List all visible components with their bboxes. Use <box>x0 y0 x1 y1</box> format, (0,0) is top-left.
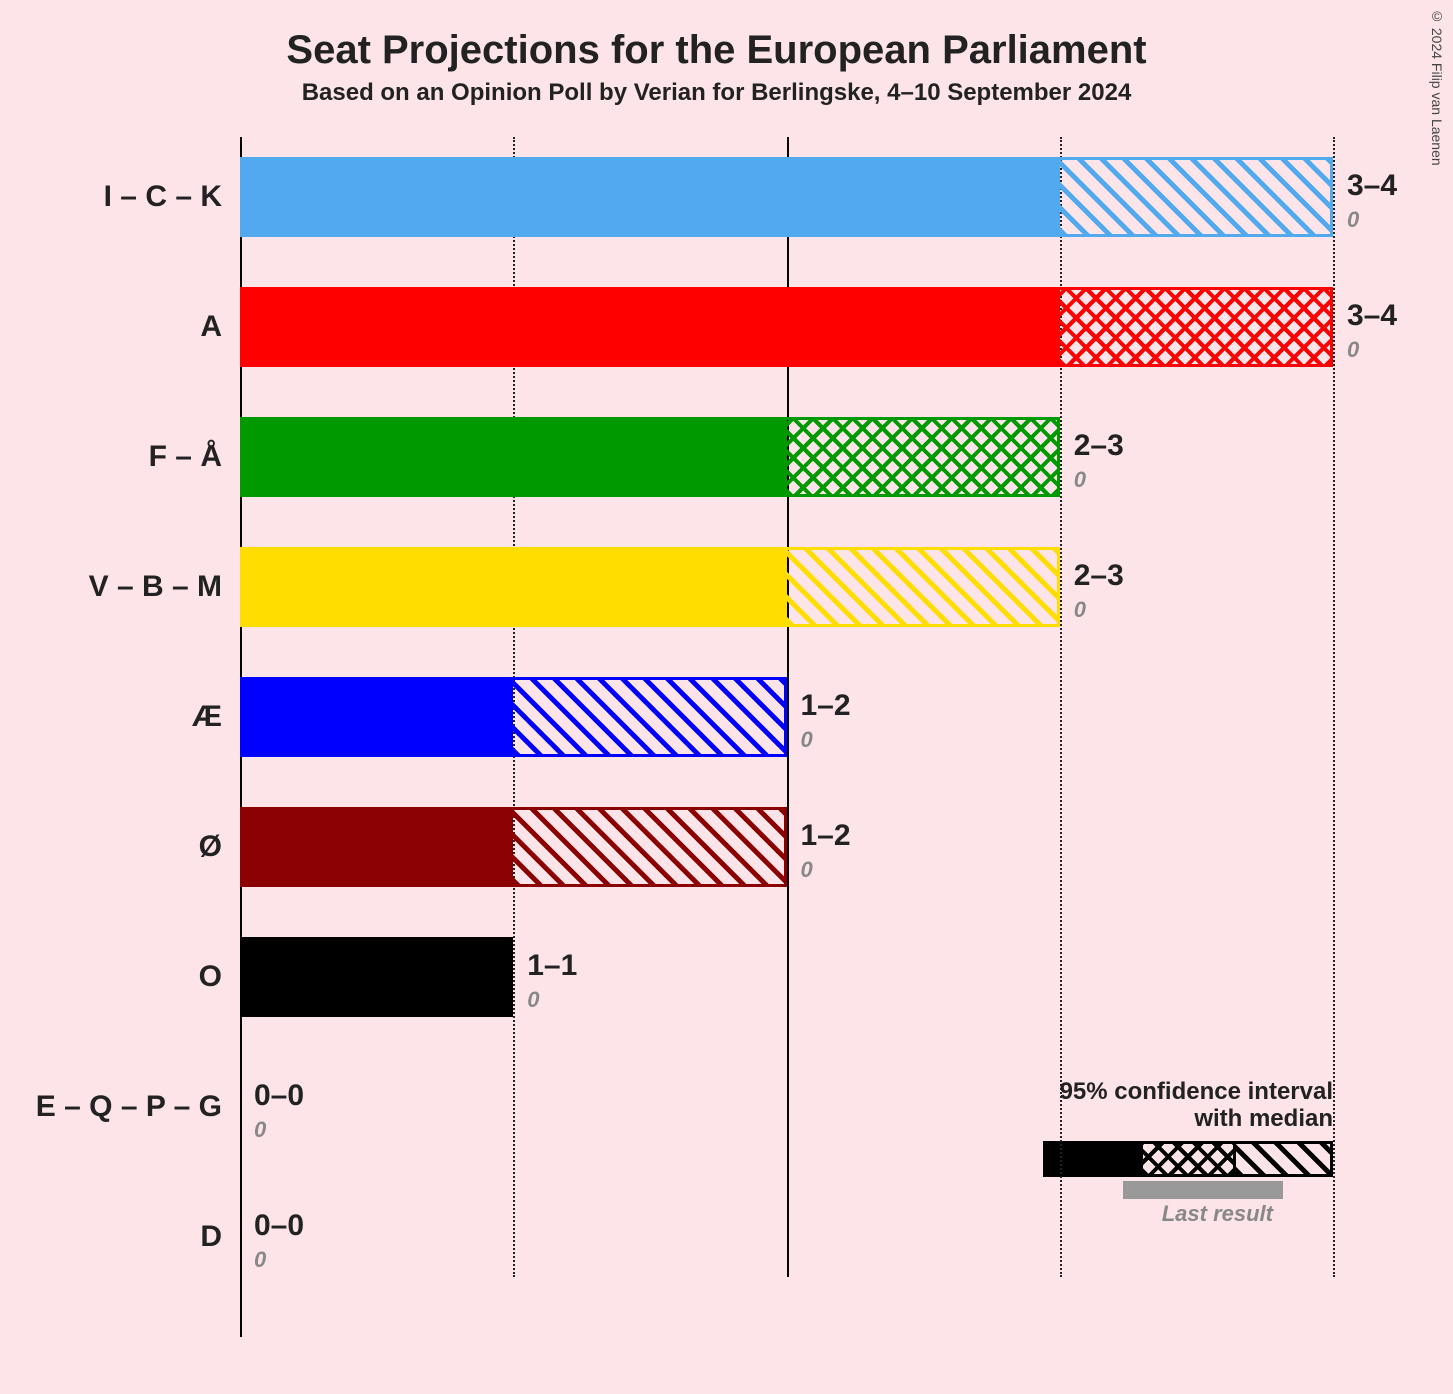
bar-container: 3–40 <box>240 287 1333 367</box>
bar-solid <box>240 287 1060 367</box>
value-label: 3–4 <box>1347 169 1397 203</box>
value-label: 0–0 <box>254 1209 304 1243</box>
previous-result-label: 0 <box>254 1117 266 1143</box>
bar-container: 2–30 <box>240 417 1333 497</box>
bar-container: 0–00 <box>240 1067 1333 1147</box>
bar-solid <box>240 157 1060 237</box>
category-label: E – Q – P – G <box>36 1090 240 1124</box>
bar-solid <box>240 417 787 497</box>
bar-interval <box>1060 287 1333 367</box>
category-label: D <box>200 1220 240 1254</box>
bar-container: 1–10 <box>240 937 1333 1017</box>
previous-result-label: 0 <box>254 1247 266 1273</box>
bar-solid <box>240 677 513 757</box>
value-label: 0–0 <box>254 1079 304 1113</box>
category-label: Æ <box>192 700 240 734</box>
bar-interval <box>787 417 1060 497</box>
bar-interval <box>513 677 786 757</box>
plot-area: 95% confidence interval with median Last… <box>240 137 1333 1337</box>
gridline <box>1333 137 1335 1277</box>
bar-row: F – Å2–30 <box>240 417 1333 497</box>
bar-container: 2–30 <box>240 547 1333 627</box>
bar-container: 0–00 <box>240 1197 1333 1277</box>
value-label: 2–3 <box>1074 559 1124 593</box>
category-label: V – B – M <box>89 570 240 604</box>
bar-row: E – Q – P – G0–00 <box>240 1067 1333 1147</box>
previous-result-label: 0 <box>1074 467 1086 493</box>
chart-subtitle: Based on an Opinion Poll by Verian for B… <box>40 79 1393 107</box>
bar-container: 1–20 <box>240 807 1333 887</box>
bar-solid <box>240 547 787 627</box>
bar-interval <box>787 547 1060 627</box>
previous-result-label: 0 <box>1347 207 1359 233</box>
value-label: 3–4 <box>1347 299 1397 333</box>
category-label: O <box>199 960 240 994</box>
previous-result-label: 0 <box>1347 337 1359 363</box>
category-label: I – C – K <box>104 180 240 214</box>
bar-row: V – B – M2–30 <box>240 547 1333 627</box>
bar-container: 1–20 <box>240 677 1333 757</box>
bar-interval <box>513 807 786 887</box>
previous-result-label: 0 <box>801 857 813 883</box>
value-label: 1–2 <box>801 819 851 853</box>
chart-title: Seat Projections for the European Parlia… <box>40 28 1393 73</box>
value-label: 1–1 <box>527 949 577 983</box>
category-label: F – Å <box>149 440 240 474</box>
bar-solid <box>240 807 513 887</box>
bar-row: O1–10 <box>240 937 1333 1017</box>
value-label: 1–2 <box>801 689 851 723</box>
bar-row: Ø1–20 <box>240 807 1333 887</box>
category-label: Ø <box>199 830 240 864</box>
category-label: A <box>200 310 240 344</box>
bar-row: I – C – K3–40 <box>240 157 1333 237</box>
bar-solid <box>240 937 513 1017</box>
bar-row: Æ1–20 <box>240 677 1333 757</box>
bar-row: D0–00 <box>240 1197 1333 1277</box>
value-label: 2–3 <box>1074 429 1124 463</box>
previous-result-label: 0 <box>527 987 539 1013</box>
previous-result-label: 0 <box>801 727 813 753</box>
bar-container: 3–40 <box>240 157 1333 237</box>
previous-result-label: 0 <box>1074 597 1086 623</box>
chart-container: Seat Projections for the European Parlia… <box>0 0 1453 1394</box>
bar-row: A3–40 <box>240 287 1333 367</box>
bar-interval <box>1060 157 1333 237</box>
